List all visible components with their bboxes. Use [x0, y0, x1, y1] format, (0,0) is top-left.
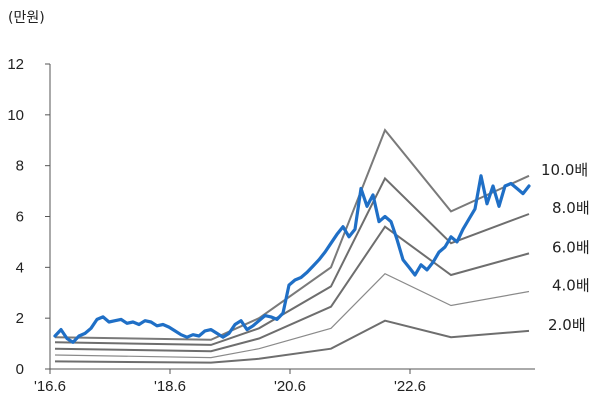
band-labels: 10.0배 8.0배 6.0배 4.0배 2.0배 [541, 161, 590, 334]
band-line [54, 272, 530, 359]
price-series-line [53, 174, 531, 344]
x-tick-label: '22.6 [394, 378, 426, 395]
y-axis-ticks: 0 2 4 6 8 10 12 [7, 56, 50, 378]
unit-label: (만원) [8, 10, 45, 26]
band-line [54, 176, 530, 346]
band-line [54, 128, 530, 341]
band-label: 4.0배 [552, 276, 590, 294]
y-tick-label: 12 [7, 56, 24, 73]
x-tick-label: '18.6 [154, 378, 186, 395]
x-tick-label: '20.6 [274, 378, 306, 395]
y-tick-label: 10 [7, 107, 24, 124]
band-line [54, 319, 530, 364]
y-tick-label: 2 [16, 310, 24, 327]
y-tick-label: 0 [16, 361, 24, 378]
y-tick-label: 8 [16, 158, 24, 175]
x-axis-ticks: '16.6 '18.6 '20.6 '22.6 [34, 369, 426, 395]
y-tick-label: 4 [16, 259, 24, 276]
band-label: 6.0배 [552, 238, 590, 256]
band-line [54, 225, 530, 353]
band-label: 8.0배 [552, 199, 590, 217]
band-label: 10.0배 [541, 161, 588, 179]
y-tick-label: 6 [16, 209, 24, 226]
band-label: 2.0배 [548, 316, 586, 334]
x-tick-label: '16.6 [34, 378, 66, 395]
per-bands [54, 128, 530, 364]
